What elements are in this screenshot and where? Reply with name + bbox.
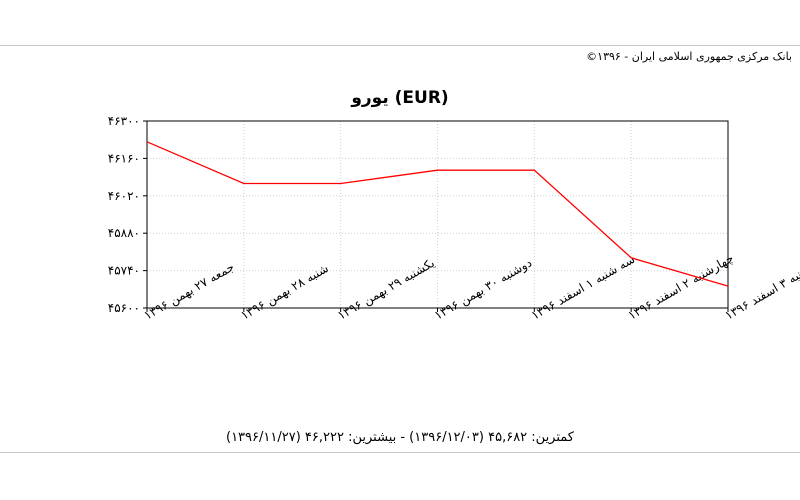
y-tick-label: ۴۶۱۶۰ [108,151,140,165]
y-tick-label: ۴۶۳۰۰ [108,114,140,128]
chart-title: یورو (EUR) [351,88,449,108]
frame-bottom-line [0,452,800,453]
frame-top-line [0,45,800,46]
y-tick-label: ۴۵۶۰۰ [108,301,140,315]
x-tick-label: جمعه ۲۷ بهمن ۱۳۹۶ [142,260,238,324]
y-tick-label: ۴۵۸۸۰ [108,226,140,240]
y-axis: ۴۵۶۰۰ ۴۵۷۴۰ ۴۵۸۸۰ ۴۶۰۲۰ ۴۶۱۶۰ ۴۶۳۰۰ [108,114,147,315]
y-tick-label: ۴۵۷۴۰ [108,264,140,278]
x-tick-label: پنجشنبه ۳ اسفند ۱۳۹۶ [723,254,800,322]
x-tick-label: یکشنبه ۲۹ بهمن ۱۳۹۶ [335,256,437,324]
grid-layer [147,121,728,308]
x-tick-label: سه شنبه ۱ اسفند ۱۳۹۶ [529,252,637,323]
min-max-summary: کمترین: ۴۵,۶۸۲ (۱۳۹۶/۱۲/۰۳) - بیشترین: ۴… [226,430,574,445]
x-tick-label: دوشنبه ۳۰ بهمن ۱۳۹۶ [432,256,535,324]
x-tick-label: چهارشنبه ۲ اسفند ۱۳۹۶ [626,251,737,324]
series-line-eur [146,141,729,287]
copyright-text: بانک مرکزی جمهوری اسلامی ایران - ۱۳۹۶© [586,50,792,63]
y-tick-label: ۴۶۰۲۰ [108,189,140,203]
